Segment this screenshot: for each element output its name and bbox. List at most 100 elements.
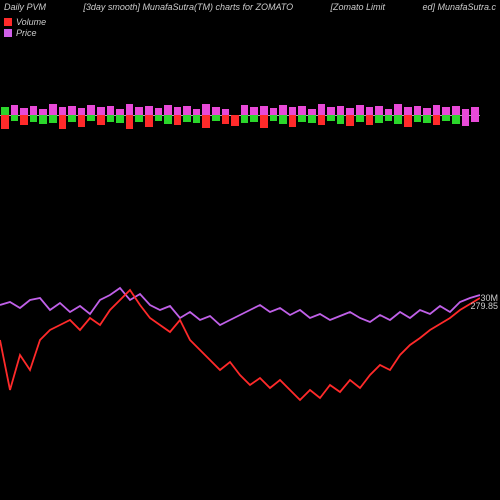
bar-up: [260, 106, 268, 115]
bar-up: [126, 104, 134, 115]
bar-up: [337, 106, 345, 115]
bar-down: [337, 115, 345, 124]
bar-down: [231, 115, 239, 126]
bar-slot: [49, 80, 57, 150]
bar-down: [68, 115, 76, 122]
bar-up: [59, 107, 67, 115]
bar-up: [68, 106, 76, 115]
header-center2: [Zomato Limit: [331, 2, 386, 16]
bar-down: [202, 115, 210, 128]
bar-down: [318, 115, 326, 125]
bar-slot: [414, 80, 422, 150]
bar-down: [279, 115, 287, 124]
bar-up: [202, 104, 210, 115]
bar-slot: [202, 80, 210, 150]
bar-up: [366, 107, 374, 115]
bar-down: [30, 115, 38, 122]
bar-down: [471, 115, 479, 122]
header-left: Daily PVM: [4, 2, 46, 16]
bar-slot: [97, 80, 105, 150]
bar-up: [1, 107, 9, 115]
bar-down: [183, 115, 191, 122]
bar-up: [107, 106, 115, 115]
bar-up: [241, 105, 249, 115]
top-bar-chart: [0, 80, 480, 150]
bar-slot: [404, 80, 412, 150]
line-volume: [0, 290, 480, 400]
bar-slot: [433, 80, 441, 150]
bar-up: [30, 106, 38, 115]
bar-down: [414, 115, 422, 122]
bar-down: [49, 115, 57, 123]
bar-down: [385, 115, 393, 121]
bar-down: [155, 115, 163, 121]
bar-slot: [11, 80, 19, 150]
bar-slot: [289, 80, 297, 150]
bar-slot: [78, 80, 86, 150]
bar-up: [346, 108, 354, 115]
bar-slot: [174, 80, 182, 150]
bar-slot: [394, 80, 402, 150]
bar-slot: [471, 80, 479, 150]
bar-slot: [366, 80, 374, 150]
bar-down: [346, 115, 354, 126]
bar-slot: [183, 80, 191, 150]
bar-slot: [452, 80, 460, 150]
bar-slot: [126, 80, 134, 150]
bar-slot: [20, 80, 28, 150]
bar-slot: [135, 80, 143, 150]
legend-swatch-price: [4, 29, 12, 37]
bar-slot: [375, 80, 383, 150]
bar-slot: [442, 80, 450, 150]
bar-down: [107, 115, 115, 122]
bar-up: [289, 107, 297, 115]
legend-label-volume: Volume: [16, 17, 46, 27]
bar-down: [59, 115, 67, 129]
bar-down: [423, 115, 431, 123]
bar-slot: [30, 80, 38, 150]
header-center1: [3day smooth] MunafaSutra(TM) charts for…: [83, 2, 293, 16]
bar-down: [222, 115, 230, 124]
bar-up: [183, 106, 191, 115]
bar-up: [356, 105, 364, 115]
bar-up: [49, 104, 57, 115]
bar-down: [452, 115, 460, 124]
bar-slot: [231, 80, 239, 150]
bar-down: [404, 115, 412, 127]
bar-down: [356, 115, 364, 122]
bar-up: [164, 105, 172, 115]
bar-slot: [68, 80, 76, 150]
bar-down: [97, 115, 105, 125]
bar-slot: [39, 80, 47, 150]
bar-slot: [212, 80, 220, 150]
legend-label-price: Price: [16, 28, 37, 38]
bar-slot: [193, 80, 201, 150]
bar-up: [442, 107, 450, 115]
bar-slot: [356, 80, 364, 150]
bar-up: [318, 104, 326, 115]
bar-down: [116, 115, 124, 123]
bar-down: [78, 115, 86, 127]
line-svg: [0, 270, 480, 490]
bottom-line-chart: [0, 270, 480, 490]
bar-slot: [116, 80, 124, 150]
bar-down: [20, 115, 28, 125]
bar-down: [164, 115, 172, 124]
bar-slot: [59, 80, 67, 150]
bar-down: [11, 115, 19, 121]
bar-slot: [423, 80, 431, 150]
bar-up: [394, 104, 402, 115]
bar-up: [11, 105, 19, 115]
bar-slot: [250, 80, 258, 150]
bar-up: [423, 108, 431, 115]
bar-down: [442, 115, 450, 121]
bar-up: [298, 106, 306, 115]
bar-slot: [337, 80, 345, 150]
bar-slot: [308, 80, 316, 150]
bar-slot: [1, 80, 9, 150]
bar-down: [126, 115, 134, 129]
bar-down: [433, 115, 441, 125]
bar-slot: [155, 80, 163, 150]
bar-slot: [298, 80, 306, 150]
chart-header: Daily PVM [3day smooth] MunafaSutra(TM) …: [0, 2, 500, 16]
